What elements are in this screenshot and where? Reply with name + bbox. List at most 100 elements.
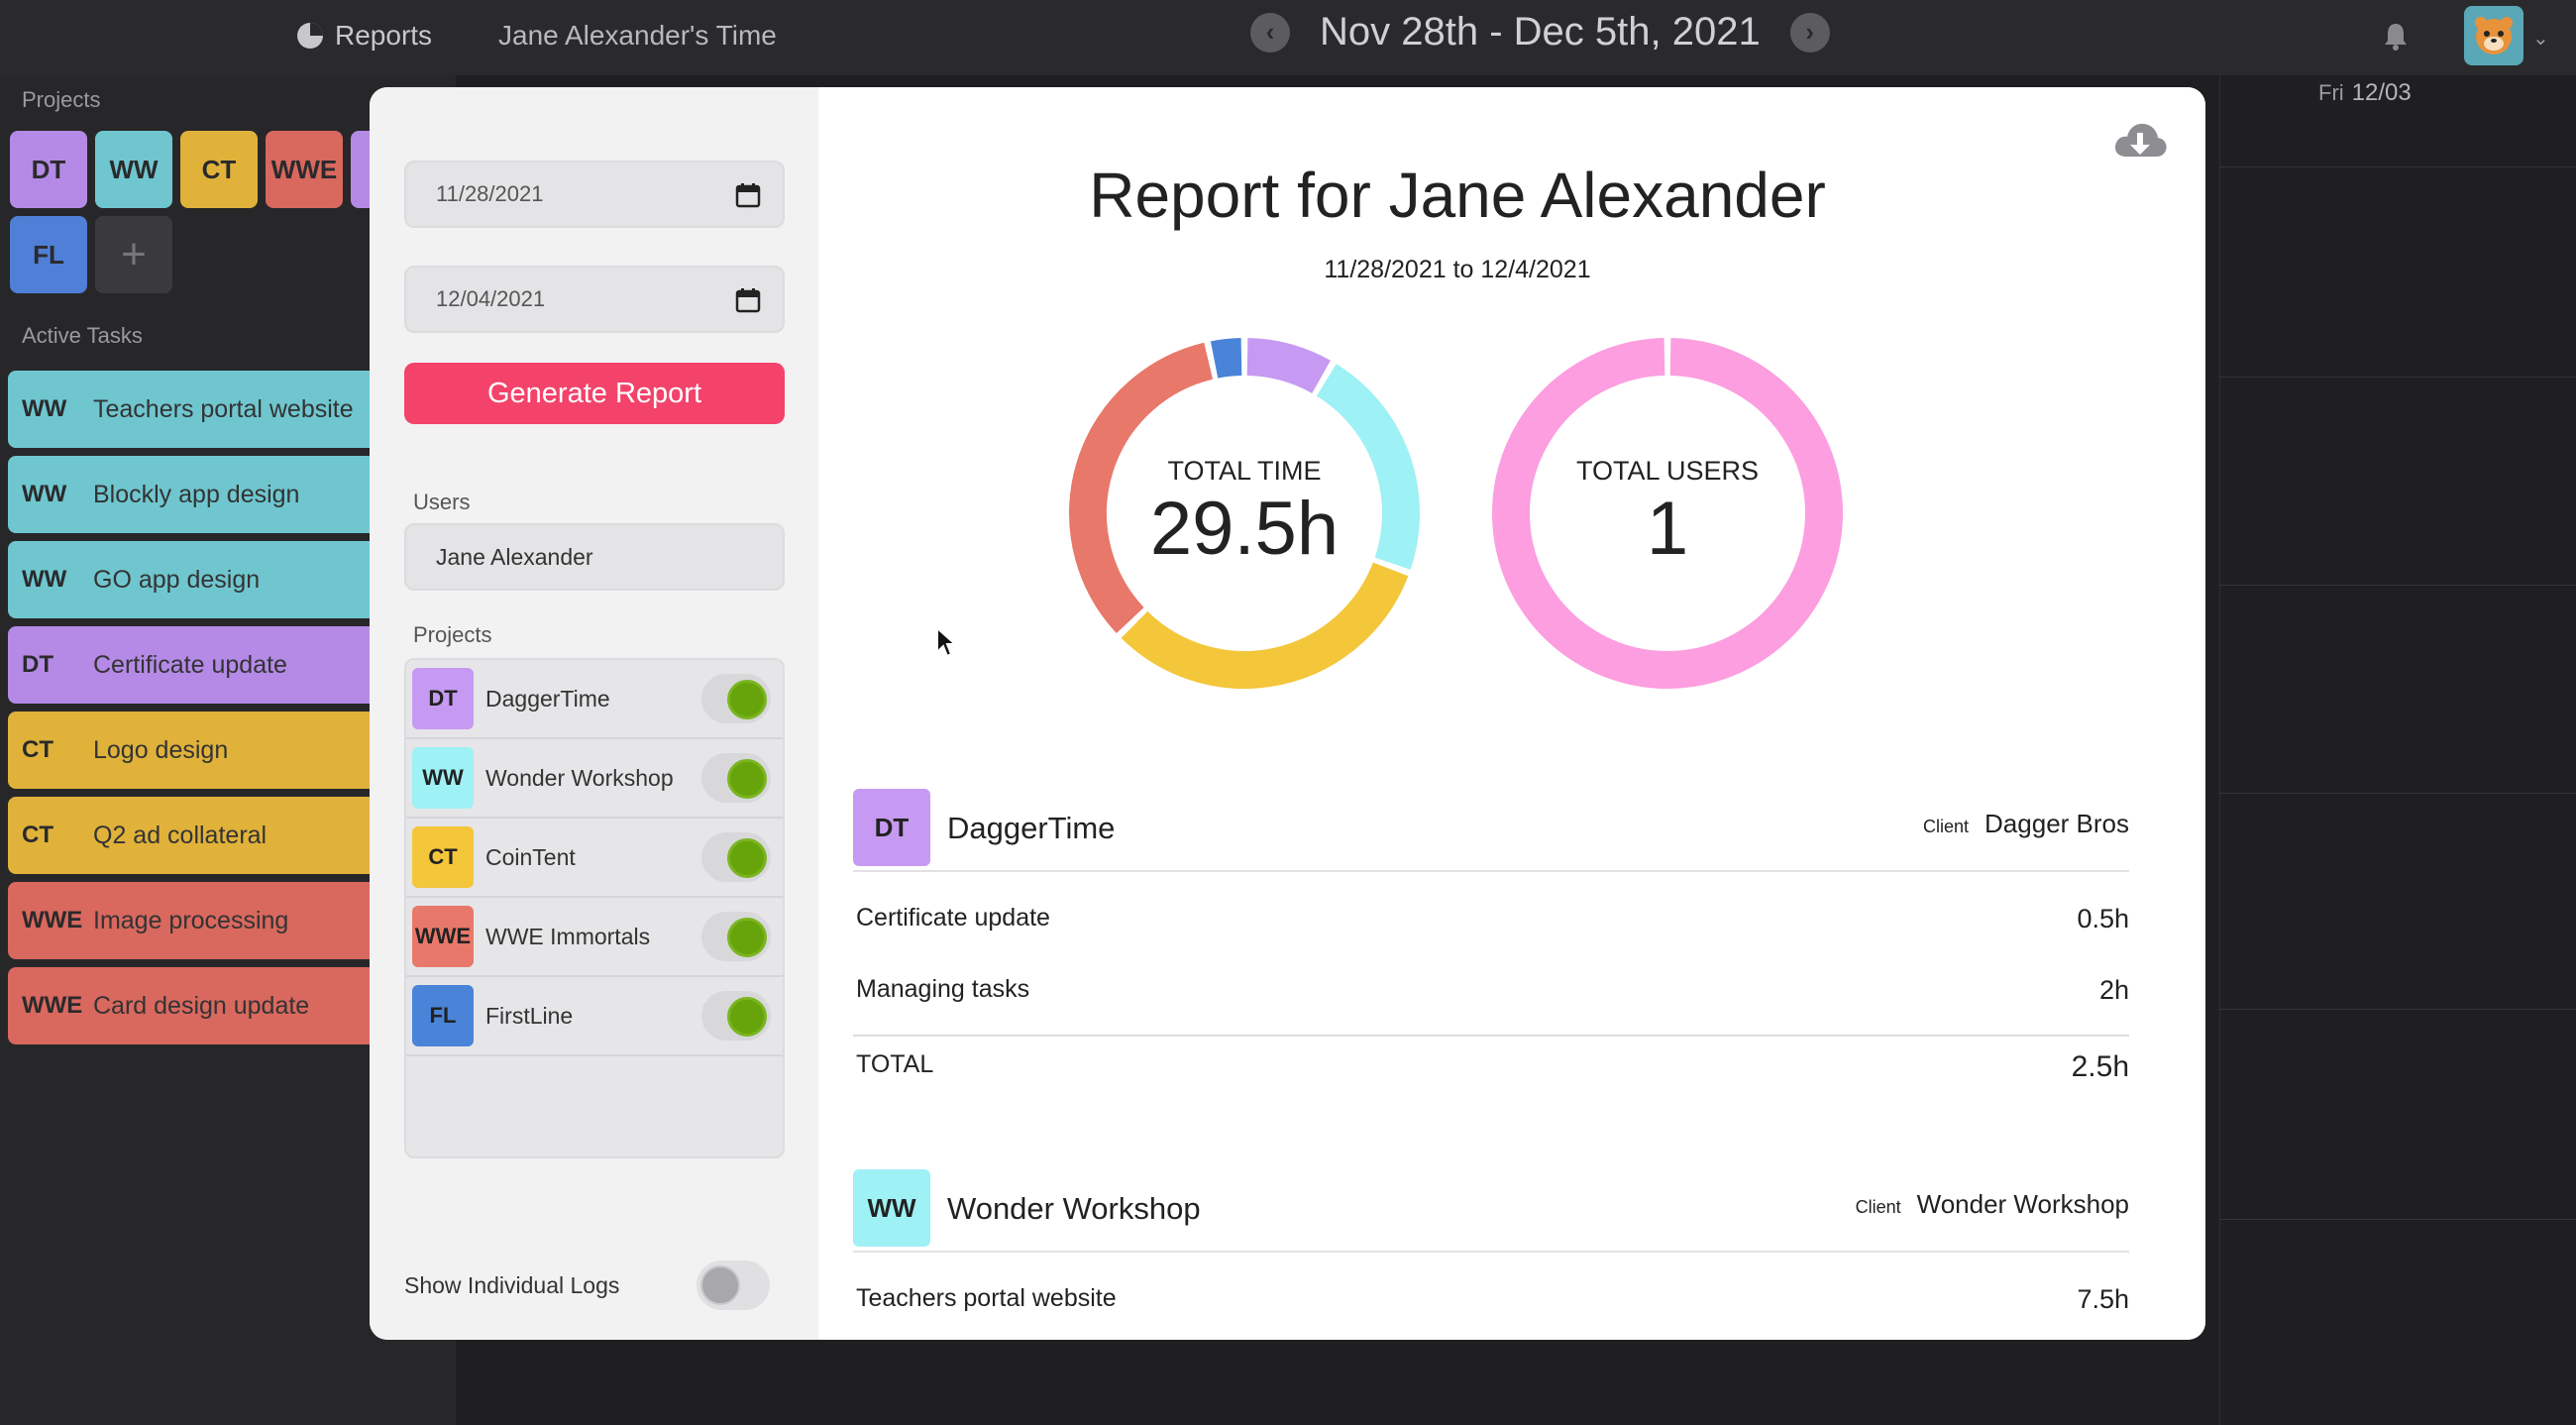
project-name: WWE Immortals (485, 923, 651, 949)
task-hours: 2h (2098, 975, 2129, 1005)
active-tasks-heading: Active Tasks (22, 323, 143, 348)
chevron-down-icon[interactable]: ⌄ (2532, 28, 2549, 50)
sidebar-project-tile[interactable]: DT (10, 131, 87, 208)
end-date-input[interactable]: 12/04/2021 (404, 266, 785, 333)
project-toggle[interactable] (701, 912, 771, 961)
calendar-row-divider (2219, 166, 2576, 167)
donut-slice-cointent (1121, 562, 1409, 689)
sidebar-project-tile[interactable]: FL (10, 216, 87, 293)
pie-chart-icon (297, 23, 323, 49)
project-name: Wonder Workshop (485, 764, 674, 791)
date-navigator: ‹ Nov 28th - Dec 5th, 2021 › (1250, 10, 1830, 55)
calendar-row-divider (2219, 1009, 2576, 1010)
task-name: Teachers portal website (93, 394, 354, 423)
projects-list: DT DaggerTime WW Wonder Workshop CT Coin… (404, 658, 785, 1158)
cloud-download-icon[interactable] (2110, 117, 2170, 164)
avatar[interactable] (2464, 6, 2523, 65)
chevron-left-icon: ‹ (1265, 17, 1275, 47)
projects-label: Projects (413, 622, 492, 647)
project-badge: DT (853, 789, 930, 866)
report-task-row: Certificate update 0.5h (853, 904, 2129, 934)
project-abbr: WWE (270, 154, 338, 184)
project-badge: FL (412, 985, 474, 1046)
start-date-value: 11/28/2021 (436, 181, 544, 206)
day-name: Fri (2318, 80, 2344, 105)
project-abbr: DT (31, 154, 66, 184)
client-label: Client (1923, 817, 1970, 836)
total-hours: 2.5h (2071, 1050, 2129, 1083)
sidebar-project-tile[interactable]: WW (95, 131, 172, 208)
start-date-input[interactable]: 11/28/2021 (404, 161, 785, 228)
sidebar-project-tile[interactable]: WWE (266, 131, 343, 208)
task-name: Certificate update (93, 650, 287, 679)
task-hours: 0.5h (2077, 904, 2129, 933)
task-hours: 7.5h (2077, 1284, 2129, 1314)
report-date-range: 11/28/2021 to 12/4/2021 (1324, 256, 1591, 283)
task-abbr: WWE (22, 907, 83, 933)
task-name: GO app design (93, 565, 261, 594)
project-name: FirstLine (485, 1002, 574, 1029)
project-toggle[interactable] (701, 753, 771, 803)
project-toggle[interactable] (701, 991, 771, 1041)
report-task-row: Managing tasks 2h (853, 975, 2129, 1006)
calendar-column-divider (2219, 75, 2220, 1425)
report-content: Report for Jane Alexander 11/28/2021 to … (818, 87, 2205, 1340)
task-name: Teachers portal website (856, 1284, 1117, 1312)
calendar-row-divider (2219, 585, 2576, 586)
tiger-avatar-icon (2475, 17, 2513, 55)
bell-icon[interactable] (2383, 22, 2409, 52)
task-name: Certificate update (856, 904, 1050, 932)
day-date: 12/03 (2351, 79, 2412, 106)
mouse-cursor-icon (936, 626, 957, 658)
project-name: DaggerTime (947, 811, 1116, 845)
task-name: Logo design (93, 735, 229, 764)
client-name: Dagger Bros (1985, 809, 2129, 838)
total-label: TOTAL (856, 1050, 934, 1078)
report-task-row: Teachers portal website 7.5h (853, 1284, 2129, 1315)
show-individual-logs-toggle[interactable] (697, 1261, 770, 1310)
calendar-row-divider (2219, 1219, 2576, 1220)
project-name: CoinTent (485, 843, 576, 870)
donut-slice-jane-alexander (1492, 338, 1843, 689)
project-row: WWE WWE Immortals (406, 898, 783, 977)
calendar-icon[interactable] (735, 182, 761, 208)
total-users-chart (1492, 338, 1843, 689)
total-users-donut: TOTAL USERS 1 (1489, 335, 1846, 692)
project-badge: WW (412, 747, 474, 809)
project-row: FL FirstLine (406, 977, 783, 1056)
client-info: Client Wonder Workshop (1856, 1189, 2129, 1220)
report-project-header: WW Wonder Workshop Client Wonder Worksho… (853, 1169, 2129, 1253)
toggle-knob (727, 680, 767, 719)
users-select[interactable]: Jane Alexander (404, 523, 785, 591)
sidebar-project-tile[interactable]: CT (180, 131, 258, 208)
report-project-header: DT DaggerTime Client Dagger Bros (853, 789, 2129, 872)
project-badge: CT (412, 826, 474, 888)
project-badge: DT (412, 668, 474, 729)
calendar-icon[interactable] (735, 287, 761, 313)
generate-report-button[interactable]: Generate Report (404, 363, 785, 424)
projects-heading: Projects (22, 87, 101, 112)
project-toggle[interactable] (701, 832, 771, 882)
users-label: Users (413, 490, 471, 514)
task-abbr: WW (22, 566, 67, 593)
task-abbr: WW (22, 395, 67, 422)
add-project-button[interactable]: + (95, 216, 172, 293)
top-bar: Reports Jane Alexander's Time ‹ Nov 28th… (0, 0, 2576, 75)
project-toggle[interactable] (701, 674, 771, 723)
total-time-donut: TOTAL TIME 29.5h (1066, 335, 1423, 692)
project-name: Wonder Workshop (947, 1191, 1201, 1226)
reports-link[interactable]: Reports (295, 20, 432, 52)
project-badge: WW (853, 1169, 930, 1247)
project-row: DT DaggerTime (406, 660, 783, 739)
previous-week-button[interactable]: ‹ (1250, 12, 1290, 53)
project-row: CT CoinTent (406, 819, 783, 898)
client-info: Client Dagger Bros (1923, 809, 2129, 839)
toggle-knob (700, 1265, 740, 1305)
project-name: DaggerTime (485, 685, 610, 712)
report-filters-panel: 11/28/2021 12/04/2021 Generate Report Us… (370, 87, 818, 1340)
task-abbr: WWE (22, 992, 83, 1019)
project-abbr: CT (201, 154, 237, 184)
reports-label: Reports (335, 20, 433, 51)
next-week-button[interactable]: › (1789, 12, 1830, 53)
donut-slice-firstline (1210, 338, 1242, 379)
